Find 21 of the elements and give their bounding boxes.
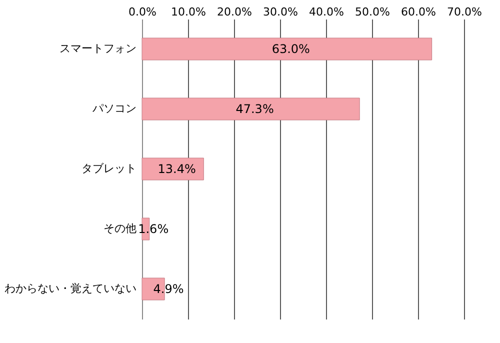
- data-label: 4.9%: [153, 282, 184, 296]
- x-tick-label: 20.0%: [217, 6, 252, 18]
- y-tick-label: パソコン: [92, 102, 136, 115]
- x-tick-label: 30.0%: [263, 6, 298, 18]
- y-tick-label: わからない・覚えていない: [4, 282, 136, 295]
- data-label: 63.0%: [272, 42, 310, 56]
- x-tick-label: 0.0%: [128, 6, 156, 18]
- bar: [142, 98, 360, 120]
- x-tick-label: 50.0%: [355, 6, 390, 18]
- y-tick-label: スマートフォン: [60, 42, 136, 55]
- x-tick-label: 70.0%: [447, 6, 482, 18]
- data-label: 13.4%: [158, 162, 196, 176]
- x-tick-label: 10.0%: [171, 6, 206, 18]
- bar: [142, 38, 432, 60]
- x-tick-label: 40.0%: [309, 6, 344, 18]
- bar: [142, 158, 204, 180]
- x-tick-label: 60.0%: [401, 6, 436, 18]
- y-tick-label: タブレット: [82, 162, 136, 175]
- data-label: 47.3%: [236, 102, 274, 116]
- y-tick-label: その他: [104, 222, 136, 235]
- data-label: 1.6%: [138, 222, 169, 236]
